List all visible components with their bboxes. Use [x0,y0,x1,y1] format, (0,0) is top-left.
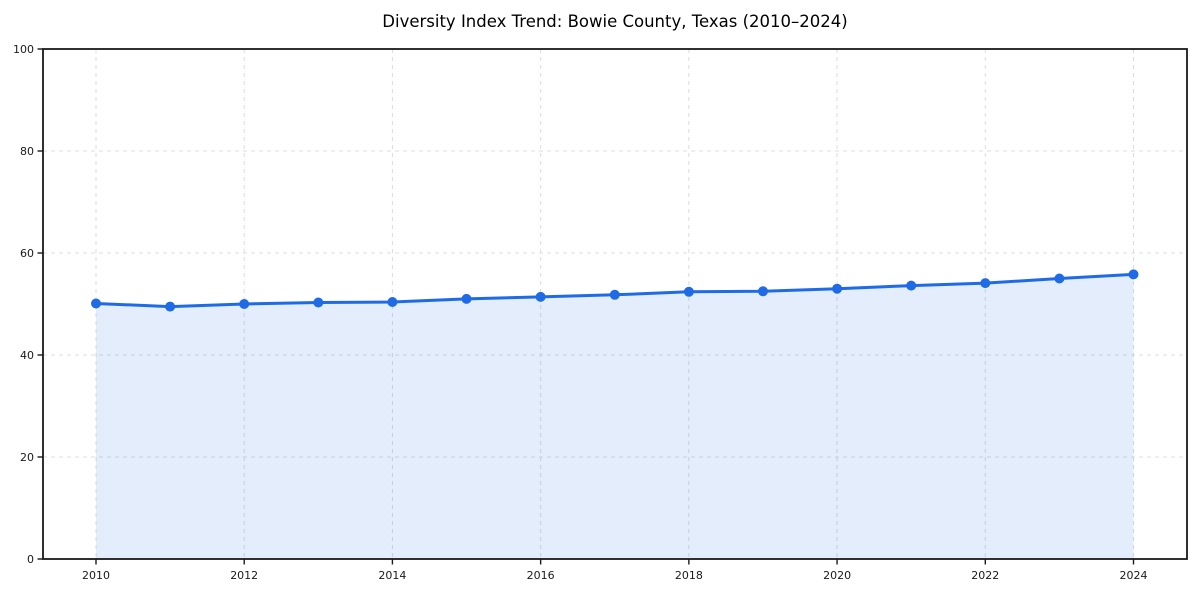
area-fill [96,274,1134,559]
data-points [91,269,1139,312]
data-point [609,289,620,300]
data-point [91,298,101,309]
data-point [535,291,546,302]
data-point [1054,273,1065,284]
chart-title: Diversity Index Trend: Bowie County, Tex… [382,12,848,31]
data-point [758,286,768,297]
y-tick-label: 80 [20,145,34,158]
axis-ticks [37,48,1135,565]
plot-border-rect [42,48,1188,560]
data-point [832,283,843,294]
x-tick-labels: 2010 2012 2014 2016 2018 2020 2022 2024 [82,569,1148,582]
gridlines [43,49,1187,559]
y-tick-labels: 0 20 40 60 80 100 [13,43,34,566]
y-tick-label: 100 [13,43,34,56]
x-tick-label: 2022 [971,569,999,582]
y-tick-label: 20 [20,451,34,464]
y-tick-label: 40 [20,349,34,362]
data-point [165,301,176,312]
x-tick-label: 2012 [230,569,258,582]
data-point [1128,269,1139,280]
data-point [461,293,472,304]
y-tick-label: 60 [20,247,34,260]
plot-border [42,48,1188,560]
x-tick-label: 2010 [82,569,110,582]
x-tick-label: 2020 [823,569,851,582]
data-point [313,297,324,308]
x-tick-label: 2018 [675,569,703,582]
data-point [980,278,991,289]
area-fill-shape [96,274,1134,559]
data-point [683,286,694,297]
y-tick-label: 0 [27,553,34,566]
x-tick-label: 2016 [527,569,555,582]
data-point [906,280,917,291]
x-tick-label: 2014 [378,569,406,582]
data-point [239,299,250,309]
x-tick-label: 2024 [1120,569,1148,582]
data-point [387,297,398,307]
